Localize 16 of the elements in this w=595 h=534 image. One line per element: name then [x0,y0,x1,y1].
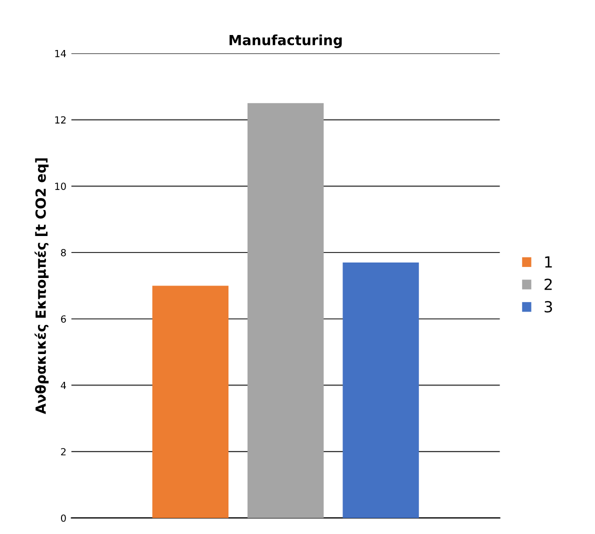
bar [248,103,324,518]
legend-label: 3 [544,300,552,313]
y-tick-label: 4 [60,382,66,389]
legend-label: 1 [545,256,552,268]
legend-label: 2 [544,278,552,290]
y-tick-label: 6 [61,315,66,323]
y-tick-label: 8 [61,248,66,256]
y-tick-label: 12 [55,116,66,124]
bar [342,262,419,518]
y-axis-title: Ανθρακικές Εκπομπές [t CO2 eq] [34,158,49,414]
y-tick-label: 2 [61,448,66,456]
y-tick-label: 0 [60,514,66,522]
y-tick-label: 10 [55,182,66,190]
chart-title: Manufacturing [230,34,342,48]
bar [152,286,228,518]
y-tick-label: 14 [55,50,66,58]
